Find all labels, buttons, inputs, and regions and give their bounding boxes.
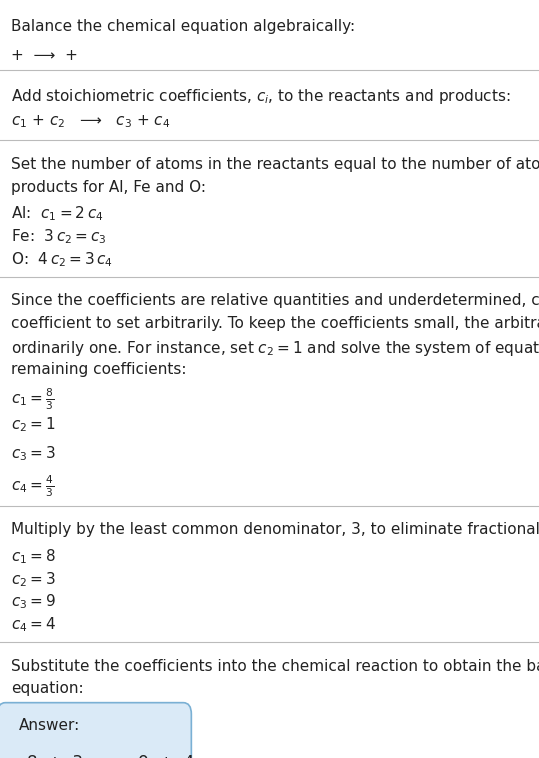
Text: 8  +  3   ⟶   9  +  4: 8 + 3 ⟶ 9 + 4 xyxy=(27,754,194,758)
Text: Fe:  $3\,c_2 = c_3$: Fe: $3\,c_2 = c_3$ xyxy=(11,227,107,246)
Text: $c_4 = 4$: $c_4 = 4$ xyxy=(11,615,56,634)
Text: $c_4 = \frac{4}{3}$: $c_4 = \frac{4}{3}$ xyxy=(11,473,54,499)
Text: remaining coefficients:: remaining coefficients: xyxy=(11,362,186,377)
Text: $c_2 = 3$: $c_2 = 3$ xyxy=(11,570,56,589)
Text: equation:: equation: xyxy=(11,681,84,697)
Text: $c_1$ + $c_2$   ⟶   $c_3$ + $c_4$: $c_1$ + $c_2$ ⟶ $c_3$ + $c_4$ xyxy=(11,114,170,130)
FancyBboxPatch shape xyxy=(0,703,191,758)
Text: Set the number of atoms in the reactants equal to the number of atoms in the: Set the number of atoms in the reactants… xyxy=(11,157,539,172)
Text: +  ⟶  +: + ⟶ + xyxy=(11,48,78,63)
Text: Add stoichiometric coefficients, $c_i$, to the reactants and products:: Add stoichiometric coefficients, $c_i$, … xyxy=(11,87,510,106)
Text: Since the coefficients are relative quantities and underdetermined, choose a: Since the coefficients are relative quan… xyxy=(11,293,539,309)
Text: $c_1 = \frac{8}{3}$: $c_1 = \frac{8}{3}$ xyxy=(11,387,54,412)
Text: O:  $4\,c_2 = 3\,c_4$: O: $4\,c_2 = 3\,c_4$ xyxy=(11,250,113,269)
Text: Al:  $c_1 = 2\,c_4$: Al: $c_1 = 2\,c_4$ xyxy=(11,205,103,224)
Text: $c_3 = 3$: $c_3 = 3$ xyxy=(11,444,56,463)
Text: products for Al, Fe and O:: products for Al, Fe and O: xyxy=(11,180,206,195)
Text: Substitute the coefficients into the chemical reaction to obtain the balanced: Substitute the coefficients into the che… xyxy=(11,659,539,674)
Text: Multiply by the least common denominator, 3, to eliminate fractional coefficient: Multiply by the least common denominator… xyxy=(11,522,539,537)
Text: ordinarily one. For instance, set $c_2 = 1$ and solve the system of equations fo: ordinarily one. For instance, set $c_2 =… xyxy=(11,339,539,358)
Text: Answer:: Answer: xyxy=(19,718,80,733)
Text: $c_2 = 1$: $c_2 = 1$ xyxy=(11,415,56,434)
Text: $c_3 = 9$: $c_3 = 9$ xyxy=(11,593,56,612)
Text: coefficient to set arbitrarily. To keep the coefficients small, the arbitrary va: coefficient to set arbitrarily. To keep … xyxy=(11,316,539,331)
Text: Balance the chemical equation algebraically:: Balance the chemical equation algebraica… xyxy=(11,19,355,34)
Text: $c_1 = 8$: $c_1 = 8$ xyxy=(11,547,56,566)
